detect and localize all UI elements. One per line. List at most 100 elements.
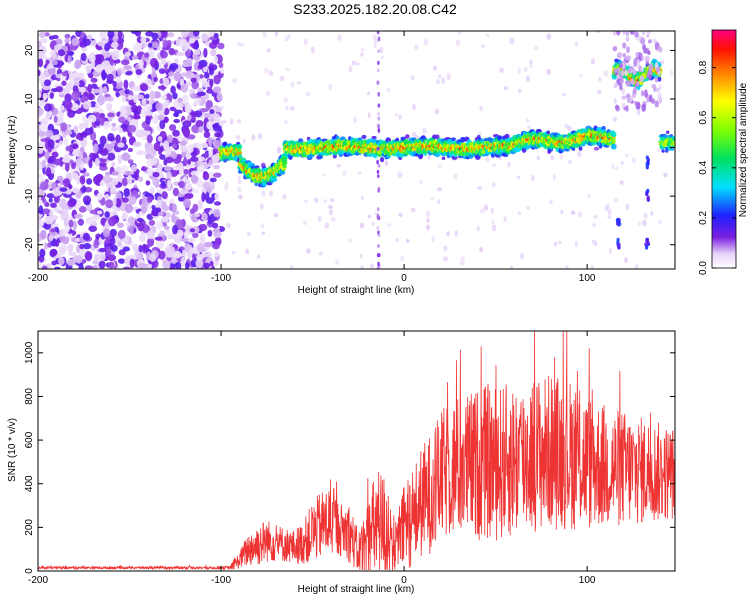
- spectral-blob: [162, 39, 168, 49]
- spectral-blob: [318, 251, 323, 256]
- spectral-blob: [406, 239, 410, 243]
- spectral-blob: [124, 88, 130, 95]
- spectral-blob: [376, 207, 380, 212]
- spectral-blob: [451, 137, 456, 142]
- spectral-blob: [442, 245, 448, 252]
- spectral-blob: [476, 226, 481, 232]
- spectral-blob: [394, 238, 400, 243]
- spectral-blob: [208, 148, 213, 157]
- spectral-blob: [412, 131, 417, 137]
- spectral-blob: [431, 235, 435, 243]
- spectral-blob: [105, 199, 114, 209]
- spectral-blob: [90, 77, 98, 83]
- spectral-blob: [380, 55, 385, 60]
- spectral-blob: [39, 31, 46, 39]
- spectral-blob: [274, 31, 279, 37]
- spectral-blob: [193, 35, 200, 40]
- spectral-blob: [48, 197, 53, 203]
- spectral-blob: [377, 81, 380, 85]
- spectral-blob: [208, 172, 215, 180]
- spectral-blob: [136, 217, 144, 223]
- spectral-blob: [171, 143, 178, 149]
- spectral-blob: [99, 147, 109, 156]
- spectral-blob: [164, 99, 170, 107]
- spectral-blob: [240, 43, 245, 47]
- spectral-blob: [61, 80, 67, 86]
- spectral-blob: [44, 151, 50, 160]
- spectral-blob: [197, 91, 206, 96]
- spectral-blob: [376, 213, 380, 218]
- spectral-blob: [376, 252, 380, 258]
- spectral-blob: [59, 228, 66, 237]
- spectral-blob: [169, 106, 177, 112]
- spectral-blob: [86, 92, 94, 101]
- spectral-blob: [146, 167, 155, 173]
- spectral-blob: [145, 117, 151, 125]
- spectral-blob: [38, 90, 42, 100]
- spectral-blob: [191, 188, 200, 194]
- spectral-blob: [127, 175, 133, 185]
- spectral-blob: [650, 210, 654, 217]
- spectral-blob: [88, 225, 98, 232]
- spectral-blob: [242, 138, 246, 145]
- spectral-blob: [120, 124, 128, 129]
- spectral-blob: [162, 205, 171, 211]
- spectral-blob: [111, 126, 117, 132]
- spectral-blob: [219, 67, 225, 74]
- spectral-blob: [443, 256, 448, 262]
- spectral-blob: [137, 222, 145, 232]
- spectral-blob: [598, 76, 602, 82]
- spectral-blob: [550, 155, 555, 160]
- spectral-blob: [195, 258, 204, 269]
- spectral-blob: [238, 154, 243, 159]
- spectral-blob: [147, 237, 155, 247]
- spectral-blob: [168, 249, 174, 258]
- spectral-blob: [74, 61, 81, 70]
- spectral-blob: [146, 230, 156, 240]
- spectral-blob: [163, 225, 170, 230]
- spectral-blob: [61, 157, 71, 163]
- spectral-blob: [128, 195, 137, 205]
- spectral-blob: [437, 164, 443, 169]
- spectral-blob: [149, 253, 157, 262]
- spectral-blob: [153, 142, 162, 152]
- spectral-blob: [168, 48, 176, 56]
- spectral-blob: [322, 173, 327, 177]
- spectral-blob: [567, 159, 573, 164]
- spectral-blob: [49, 92, 54, 100]
- spectral-blob: [192, 203, 199, 213]
- spectral-blob: [251, 134, 256, 141]
- spectral-blob: [336, 164, 342, 168]
- spectral-blob: [271, 177, 278, 182]
- spectral-blob: [151, 157, 158, 166]
- spectral-blob: [516, 175, 521, 180]
- spectral-blob: [131, 55, 139, 60]
- spectral-blob: [188, 88, 196, 94]
- spectral-blob: [72, 143, 79, 150]
- spectral-blob: [112, 80, 117, 88]
- spectral-blob: [533, 46, 539, 51]
- spectral-blob: [611, 163, 615, 170]
- spectral-blob: [578, 73, 583, 78]
- spectral-blob: [287, 34, 291, 38]
- spectral-blob: [625, 203, 629, 211]
- spectral-blob: [376, 159, 379, 165]
- spectral-blob: [197, 199, 204, 210]
- spectral-blob: [77, 72, 85, 79]
- spectral-blob: [111, 122, 117, 127]
- spectral-blob: [180, 83, 189, 93]
- spectral-blob: [669, 70, 674, 77]
- spectral-blob: [377, 124, 381, 129]
- spectral-blob: [63, 138, 69, 146]
- spectral-blob: [507, 161, 511, 168]
- spectral-blob: [97, 95, 107, 105]
- spectral-blob: [342, 170, 347, 176]
- spectral-blob: [127, 159, 134, 164]
- spectral-blob: [104, 43, 110, 52]
- spectral-blob: [172, 187, 180, 197]
- spectral-blob: [237, 175, 241, 181]
- spectral-blob: [43, 242, 48, 250]
- spectral-blob: [607, 208, 612, 216]
- spectral-blob: [69, 76, 75, 86]
- spectral-blob: [168, 71, 175, 77]
